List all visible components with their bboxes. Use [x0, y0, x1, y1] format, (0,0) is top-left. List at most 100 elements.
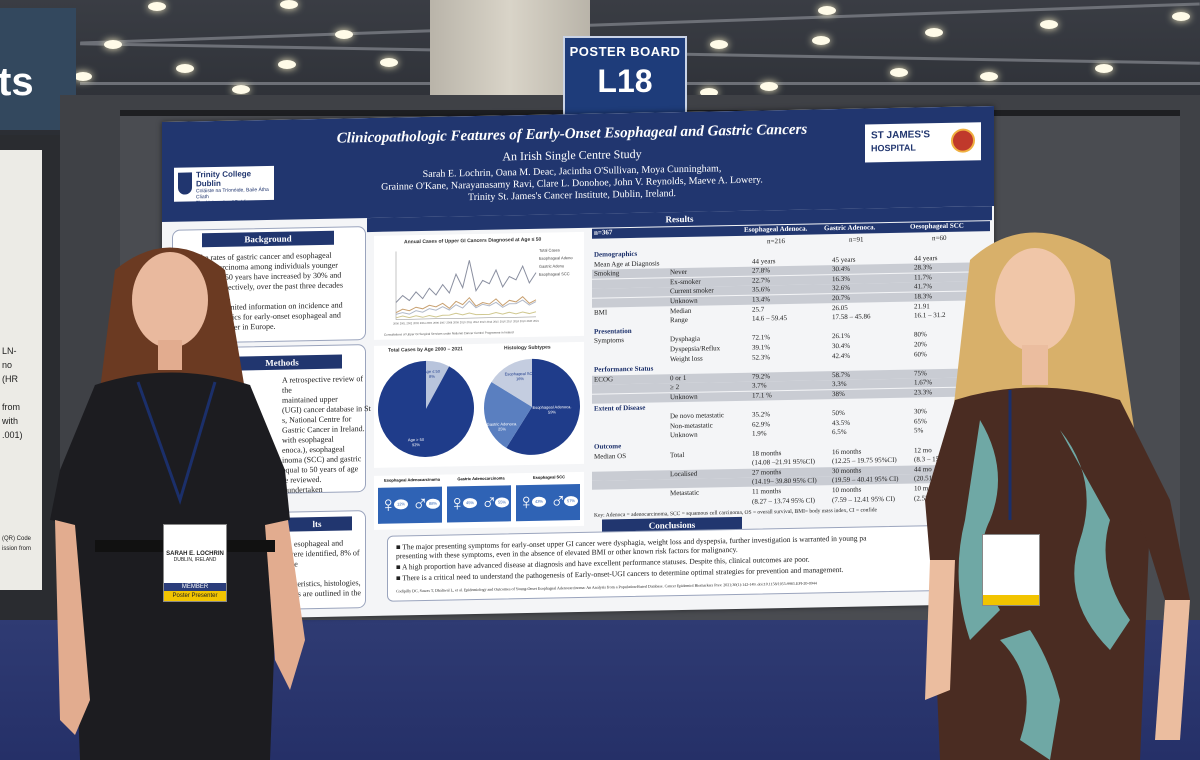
table-cell: 43.5% [832, 418, 851, 427]
x-tick-label: 2004 [420, 321, 426, 325]
series-line-gastric_adeno [395, 299, 537, 315]
x-tick-label: 2016 [500, 319, 506, 323]
pie-label: 59% [548, 409, 556, 414]
table-cell: 10 months [832, 485, 862, 495]
ceiling-light [980, 72, 998, 81]
table-cell: Extent of Disease [594, 403, 646, 413]
neighbour-text: LN- [2, 346, 17, 356]
name-badge-right [982, 534, 1040, 606]
histology-pie-slice [506, 358, 580, 455]
table-cell: 17.58 – 45.86 [832, 312, 871, 322]
x-tick-label: 2005 [426, 321, 432, 325]
sign-label: POSTER BOARD [569, 44, 681, 59]
table-cell: 16.3% [832, 274, 851, 283]
table-cell: 50% [832, 409, 845, 418]
table-cell: Dyspepsia/Reflux [670, 344, 721, 354]
table-cell: 26.1% [832, 332, 851, 341]
ceiling-light [176, 64, 194, 73]
table-cell: 26.05 [832, 303, 848, 312]
ceiling-light [148, 2, 166, 11]
table-cell: (14.19– 39.80 95% CI) [752, 476, 817, 487]
neighbour-text: .001) [2, 430, 23, 440]
pie-label: 16% [516, 376, 524, 381]
table-col-header: Esophageal Adenoca. [744, 224, 808, 234]
table-cell: De novo metastatic [670, 411, 725, 421]
table-cell: 14.6 – 59.45 [752, 314, 787, 323]
gender-box: ♀ 45% ♂ 55% [447, 485, 511, 523]
legend-entry: Esophageal SCC [539, 271, 570, 277]
x-tick-label: 2003 [413, 321, 419, 325]
neighbour-text: from [2, 402, 20, 412]
x-tick-label: 2011 [467, 320, 473, 324]
gender-box: ♀ 12% ♂ 88% [378, 486, 442, 524]
table-cell: 20.7% [832, 293, 851, 303]
table-cell: Presentation [594, 326, 632, 336]
badge-name: SARAH E. LOCHRIN [166, 551, 224, 557]
neighbouring-poster: LN- no (HR from with .001) (QR) Code iss… [0, 150, 42, 590]
gender-panel: Esophageal Adenocarcinoma Gastric Adenoc… [374, 471, 584, 530]
presenter-left-figure [50, 247, 305, 760]
table-cell: (8.27 – 13.74 95% CI) [752, 496, 815, 506]
table-cell: 58.7% [832, 370, 851, 379]
pie-label: Age ≤ 50 [424, 369, 441, 374]
table-cell: 6.5% [832, 428, 847, 437]
pie-charts-panel: Total Cases by Age 2000 – 2021 Histology… [374, 341, 584, 468]
age-pie-slice [378, 360, 474, 457]
histology-pie-slice [484, 381, 532, 448]
left-banner-text: ts [0, 60, 34, 104]
table-cell: Weight loss [670, 354, 703, 363]
table-cell: 16 months [832, 447, 862, 456]
ceiling-light [1040, 20, 1058, 29]
male-pct: 55% [495, 497, 509, 508]
x-tick-label: 2015 [493, 320, 499, 324]
x-tick-label: 2006 [433, 321, 439, 325]
table-cell: 32.6% [832, 284, 851, 293]
x-tick-label: 2000 [393, 321, 399, 325]
table-cell: ≥ 2 [670, 383, 680, 392]
table-cell: Localised [670, 469, 698, 479]
male-pct: 88% [426, 498, 440, 509]
line-chart-svg: 2000 2001 2002 2003 2004 2005 2006 2007 2008 2009… [393, 251, 539, 326]
ceiling-light [1172, 12, 1190, 21]
table-cell: 38% [832, 389, 845, 399]
gender-box: ♀ 43% ♂ 57% [516, 483, 580, 522]
chart-axis [395, 251, 536, 320]
table-cell: 39.1% [752, 343, 771, 352]
table-cell: 44 years [752, 256, 776, 266]
ceiling-light [232, 85, 250, 94]
pie-label: 8% [429, 374, 435, 379]
x-tick-label: 2013 [480, 320, 486, 324]
table-cell: 11 months [752, 487, 782, 496]
table-cell: Unknown [670, 392, 698, 402]
table-cell: Median [670, 306, 692, 315]
table-cell: 42.4% [832, 351, 851, 360]
age-pie-slice [426, 360, 450, 409]
table-cell: 35.2% [752, 410, 771, 419]
table-cell: 52.3% [752, 352, 771, 362]
ceiling-light [74, 72, 92, 81]
x-tick-label: 2007 [440, 321, 446, 325]
pie-label: Esophageal Adenoca. [533, 404, 572, 410]
table-cell: Median OS [594, 451, 627, 461]
table-col-header: Gastric Adenoca. [824, 223, 876, 233]
table-cell: 1.9% [752, 429, 767, 439]
table-cell: 3.7% [752, 381, 767, 391]
table-cell: 27.8% [752, 266, 771, 275]
table-cell: Never [670, 268, 688, 277]
left-banner: ts [0, 8, 76, 130]
table-cell: Demographics [594, 249, 638, 259]
table-cell: 79.2% [752, 372, 771, 381]
ceiling-light [104, 40, 122, 49]
annual-cases-chart: Annual Cases of Upper GI Cancers Diagnos… [374, 231, 584, 340]
neighbour-text: with [2, 416, 19, 426]
table-n: n=367 [594, 228, 613, 237]
presenter-right-figure [925, 232, 1190, 760]
badge-stripe [983, 595, 1039, 605]
table-cell: 30.4% [832, 341, 851, 351]
series-line-eso_scc [395, 311, 537, 319]
neighbour-text: (HR [2, 374, 18, 384]
name-badge-left: SARAH E. LOCHRIN DUBLIN, IRELAND MEMBER … [163, 524, 227, 602]
x-tick-label: 2010 [460, 320, 466, 324]
